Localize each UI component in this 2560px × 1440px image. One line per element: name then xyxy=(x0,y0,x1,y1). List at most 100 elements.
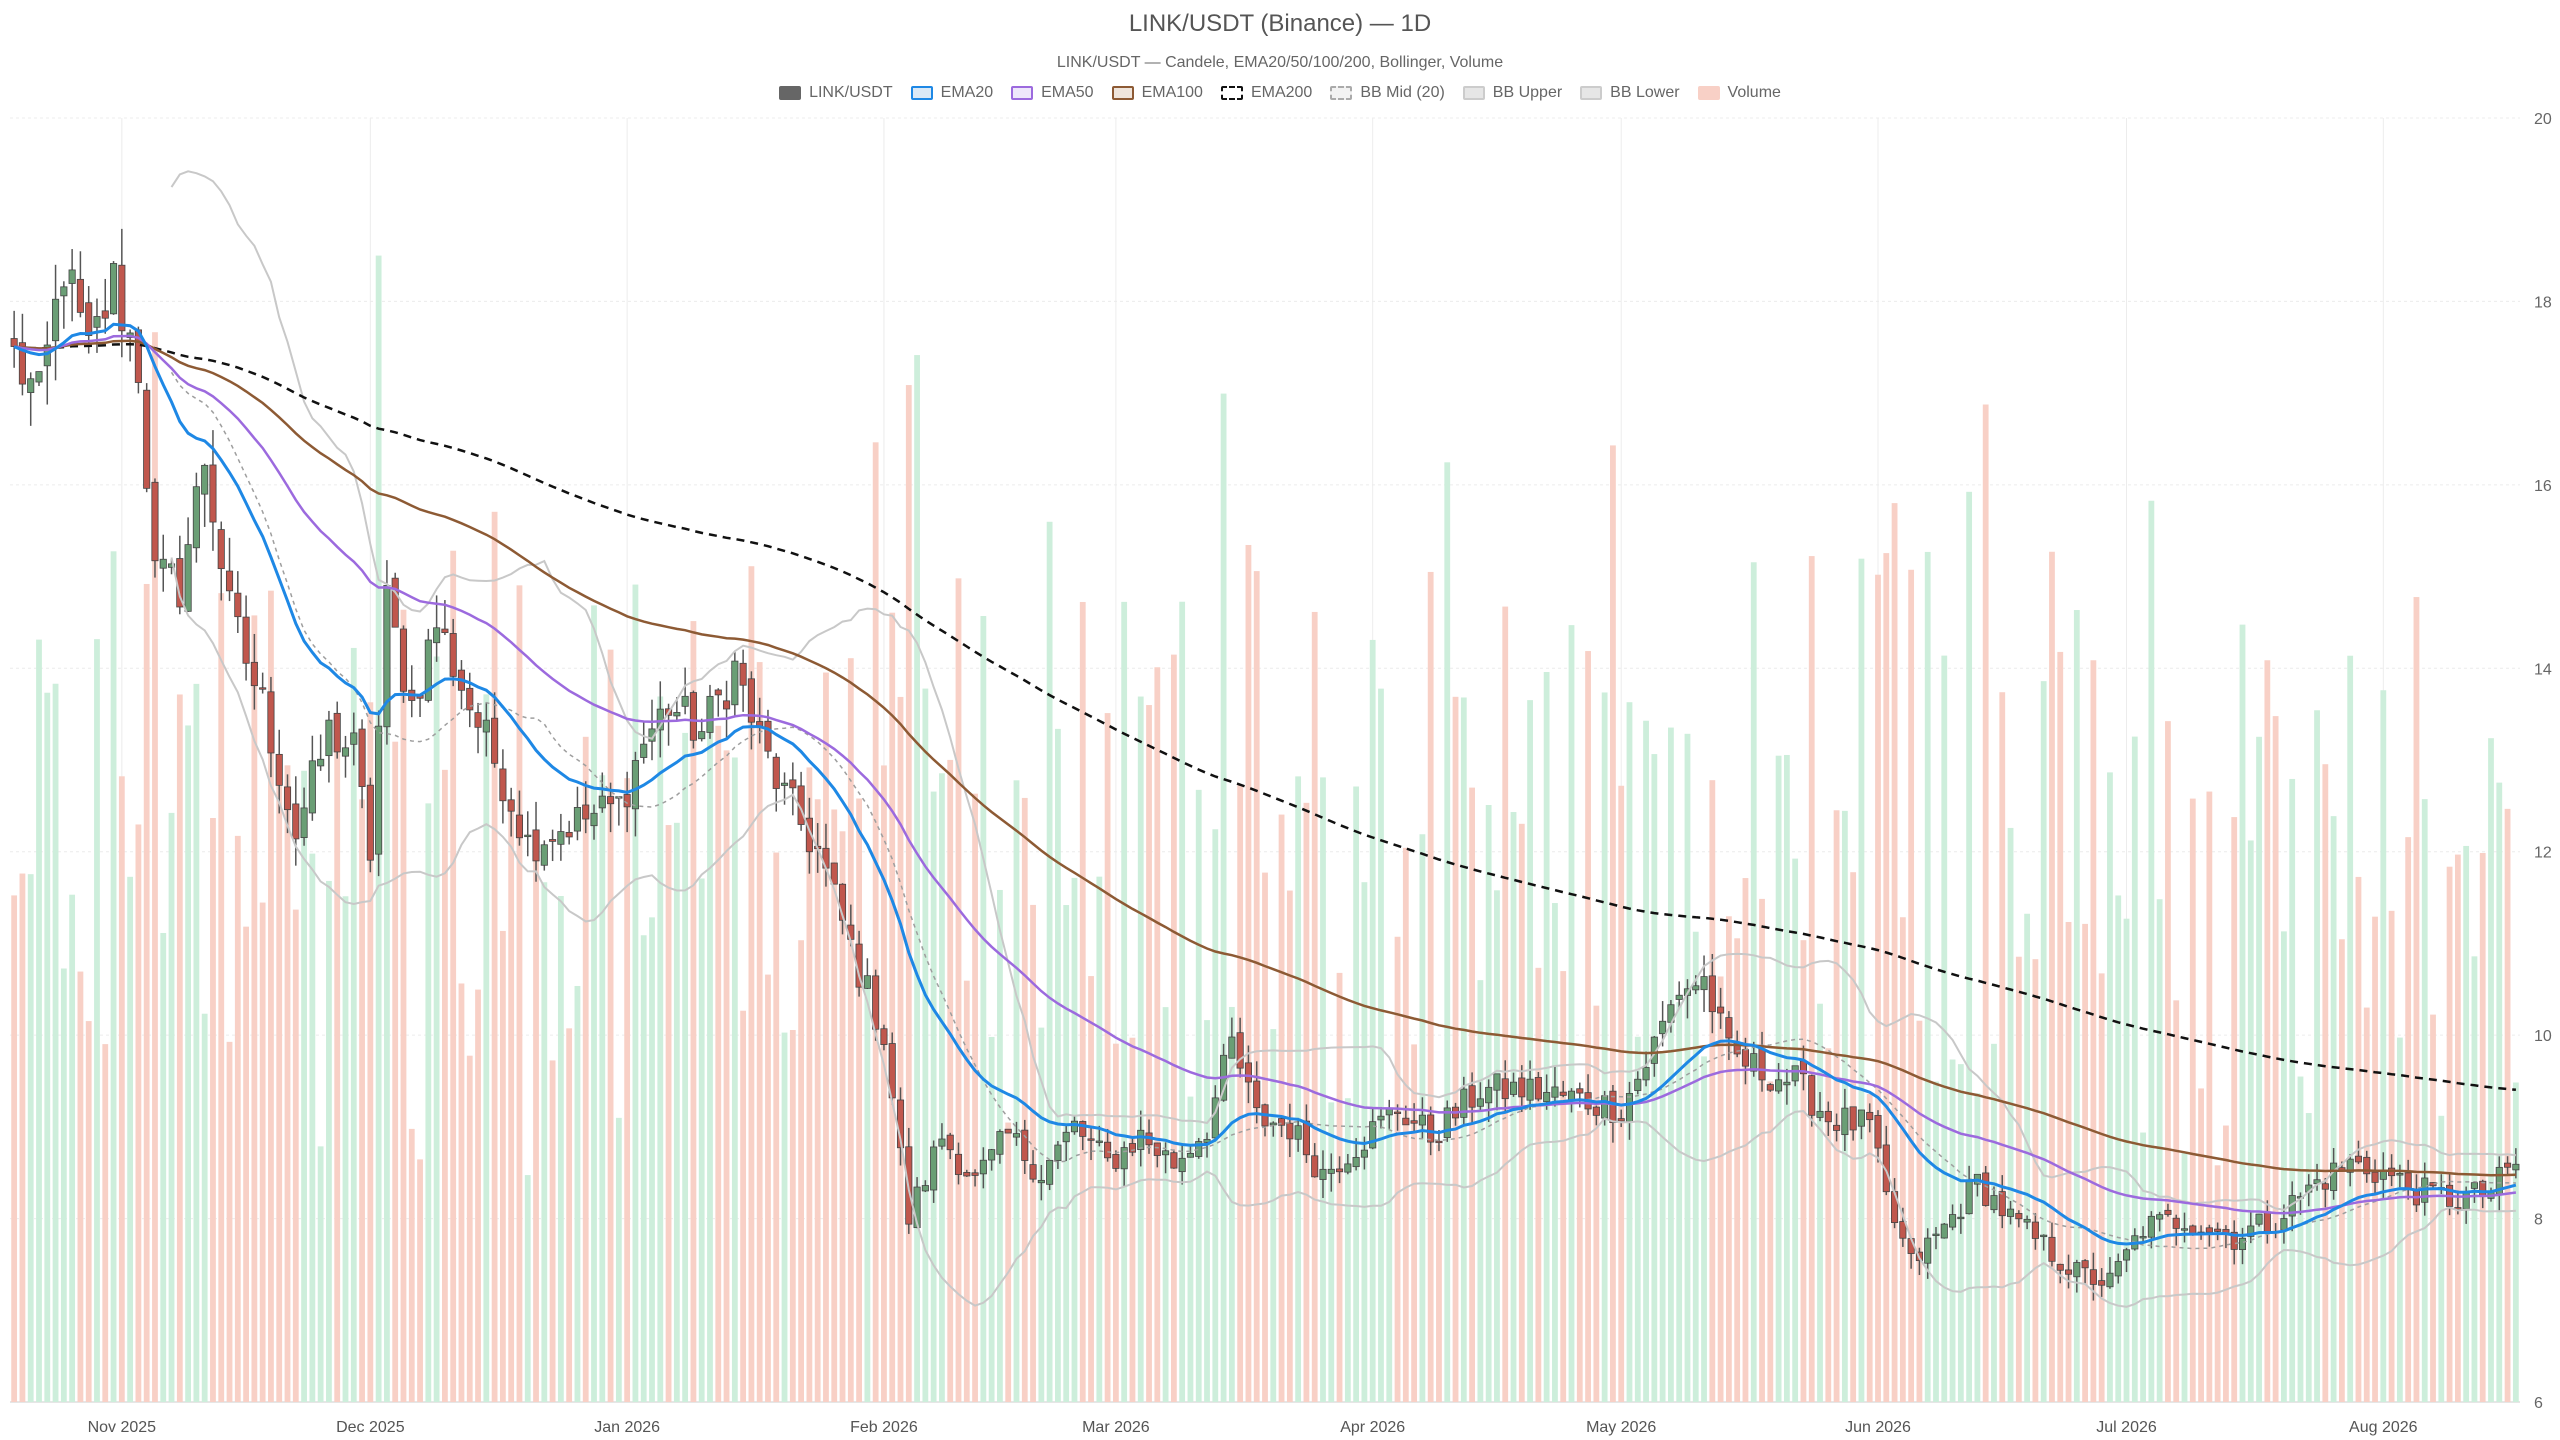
volume-bar xyxy=(417,1159,423,1402)
volume-bar xyxy=(582,736,589,1402)
candle-body xyxy=(1551,1086,1559,1098)
candle-body xyxy=(1717,1006,1725,1014)
volume-bar xyxy=(1038,1027,1045,1402)
volume-bar xyxy=(2372,916,2378,1402)
volume-bar xyxy=(1659,1053,1666,1402)
legend-item[interactable]: EMA100 xyxy=(1111,84,1203,102)
volume-bar xyxy=(748,566,755,1402)
volume-bar xyxy=(773,852,780,1402)
candle-body xyxy=(1833,1124,1841,1131)
candle-body xyxy=(242,616,250,664)
candle-body xyxy=(2479,1180,2487,1197)
candle-body xyxy=(192,486,200,549)
volume-bar xyxy=(2430,1014,2436,1402)
volume-bar xyxy=(1170,654,1177,1402)
volume-bar xyxy=(1858,558,1865,1402)
volume-bar xyxy=(657,696,664,1402)
volume-bar xyxy=(433,656,440,1402)
candle-body xyxy=(1029,1164,1037,1180)
volume-bar xyxy=(1792,858,1799,1402)
volume-bar xyxy=(524,1175,531,1402)
volume-bar xyxy=(1825,1048,1832,1402)
volume-bar xyxy=(2496,782,2503,1402)
legend-item[interactable]: BB Lower xyxy=(1580,84,1680,102)
volume-bar xyxy=(1436,1144,1442,1402)
candle-body xyxy=(333,712,341,753)
candle-body xyxy=(2122,1249,2131,1261)
volume-bar xyxy=(2040,681,2047,1402)
volume-bar xyxy=(1228,1006,1235,1402)
candle-body xyxy=(2354,1155,2363,1163)
volume-bar xyxy=(2289,778,2296,1402)
candle-body xyxy=(996,1131,1004,1155)
volume-bar xyxy=(1353,786,1360,1402)
volume-bar xyxy=(765,974,771,1402)
volume-bar xyxy=(408,1128,415,1402)
legend-item[interactable]: EMA200 xyxy=(1220,84,1313,102)
candle-body xyxy=(1509,1081,1518,1095)
candle-body xyxy=(1617,1118,1625,1122)
legend-item[interactable]: EMA50 xyxy=(1011,84,1094,102)
candle-body xyxy=(300,807,308,839)
candle-body xyxy=(1162,1150,1170,1156)
volume-bar xyxy=(599,775,606,1402)
volume-bar xyxy=(1278,814,1285,1402)
bb-mid-line xyxy=(170,371,2516,1250)
legend-item[interactable]: LINK/USDT xyxy=(779,84,893,102)
candle-body xyxy=(2205,1227,2213,1233)
candle-body xyxy=(1327,1168,1335,1174)
candle-body xyxy=(259,687,267,690)
x-tick-label: Dec 2025 xyxy=(336,1419,405,1436)
candle-body xyxy=(1178,1157,1186,1173)
candle-body xyxy=(292,803,300,840)
candle-body xyxy=(2512,1163,2520,1171)
candle-body xyxy=(1609,1090,1617,1123)
volume-bar xyxy=(193,683,200,1402)
candle-body xyxy=(60,286,68,297)
volume-bar xyxy=(2446,866,2453,1402)
legend-item[interactable]: EMA20 xyxy=(910,84,993,102)
candle-body xyxy=(607,796,615,805)
volume-bar xyxy=(533,841,539,1402)
chart-subtitle: LINK/USDT — Candele, EMA20/50/100/200, B… xyxy=(1056,54,1504,71)
legend-label: EMA200 xyxy=(1250,84,1313,101)
candle-body xyxy=(1808,1075,1816,1116)
candle-body xyxy=(1501,1078,1509,1100)
legend-item[interactable]: BB Mid (20) xyxy=(1330,84,1445,102)
volume-bar xyxy=(889,612,896,1402)
candle-body xyxy=(449,633,457,677)
candle-body xyxy=(1385,1108,1393,1116)
candle-body xyxy=(1675,994,1683,1000)
candle-body xyxy=(2164,1209,2172,1215)
volume-bar xyxy=(326,880,332,1402)
candle-body xyxy=(1418,1114,1426,1126)
volume-bar xyxy=(102,1044,109,1402)
volume-bar xyxy=(988,1036,995,1402)
y-tick-label: 8 xyxy=(2534,1212,2543,1229)
volume-bar xyxy=(11,895,18,1402)
volume-bar xyxy=(914,355,920,1402)
volume-bar xyxy=(980,616,987,1402)
candle-body xyxy=(250,661,258,687)
volume-bar xyxy=(210,818,216,1402)
volume-bar xyxy=(1684,733,1691,1402)
candle-body xyxy=(2504,1162,2512,1168)
candle-body xyxy=(930,1146,938,1191)
volume-bar xyxy=(632,584,639,1402)
volume-bar xyxy=(1618,785,1625,1402)
candle-body xyxy=(209,464,217,523)
candle-body xyxy=(772,756,780,789)
candle-body xyxy=(2048,1236,2056,1262)
legend-item[interactable]: Volume xyxy=(1697,84,1781,102)
bb-lower-line xyxy=(170,557,2516,1308)
candle-body xyxy=(1410,1120,1418,1124)
candle-body xyxy=(1708,975,1716,1013)
candle-body xyxy=(540,844,548,866)
volume-bar xyxy=(897,696,904,1402)
x-tick-label: Nov 2025 xyxy=(88,1419,157,1436)
volume-bar xyxy=(2015,956,2022,1402)
volume-bar xyxy=(2156,899,2163,1402)
legend-item[interactable]: BB Upper xyxy=(1462,84,1562,102)
candle-body xyxy=(1336,1168,1344,1173)
